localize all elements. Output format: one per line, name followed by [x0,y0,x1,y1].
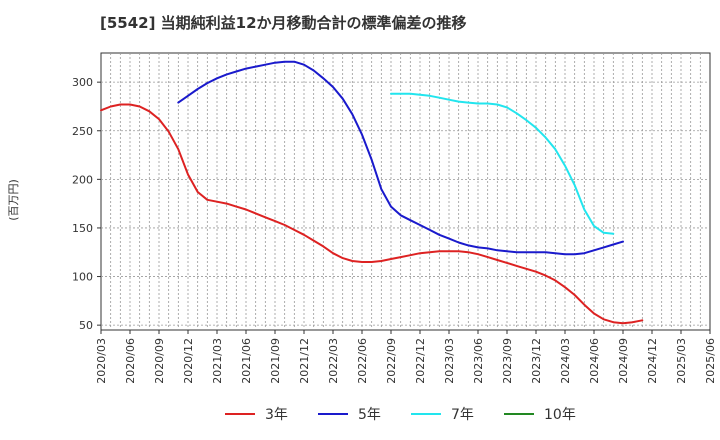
x-tick-label: 2023/09 [501,338,514,384]
x-tick-label: 2020/03 [95,338,108,384]
chart-title: [5542] 当期純利益12か月移動合計の標準偏差の推移 [100,14,467,32]
x-tick-label: 2022/03 [327,338,340,384]
legend: 3年 5年 7年 10年 [225,407,576,423]
x-tick-label: 2025/03 [675,338,688,384]
x-tick-label: 2024/12 [646,338,659,384]
x-tick-label: 2021/12 [298,338,311,384]
x-tick-label: 2023/06 [472,338,485,384]
y-axis: 50 100 150 200 250 300 [72,76,101,332]
y-tick-label: 50 [79,319,93,332]
x-tick-label: 2020/12 [182,338,195,384]
x-tick-label: 2024/06 [588,338,601,384]
x-tick-label: 2022/12 [414,338,427,384]
x-tick-label: 2021/03 [211,338,224,384]
y-axis-label: (百万円) [7,179,20,221]
x-tick-label: 2024/03 [559,338,572,384]
x-tick-label: 2024/09 [617,338,630,384]
x-tick-label: 2021/06 [240,338,253,384]
y-tick-label: 100 [72,271,93,284]
x-tick-label: 2020/09 [153,338,166,384]
y-tick-label: 250 [72,125,93,138]
series-group [100,60,644,325]
x-tick-label: 2020/06 [124,338,137,384]
y-tick-label: 300 [72,76,93,89]
plot-area [100,52,711,331]
x-tick-label: 2021/09 [269,338,282,384]
series-line-1 [177,60,624,256]
x-axis: 2020/03 2020/06 2020/09 2020/12 2021/03 2021/… [95,330,717,384]
y-tick-label: 200 [72,173,93,186]
legend-label-2: 7年 [451,407,474,423]
legend-label-1: 5年 [358,407,381,423]
x-tick-label: 2023/12 [530,338,543,384]
x-tick-label: 2023/03 [443,338,456,384]
grid [101,53,710,330]
y-tick-label: 150 [72,222,93,235]
series-line-0 [100,103,644,325]
legend-label-3: 10年 [544,407,576,423]
plot-frame [100,52,711,331]
x-tick-label: 2022/06 [356,338,369,384]
legend-label-0: 3年 [265,407,288,423]
x-tick-label: 2022/09 [385,338,398,384]
series-line-2 [390,92,615,235]
x-tick-label: 2025/06 [704,338,717,384]
